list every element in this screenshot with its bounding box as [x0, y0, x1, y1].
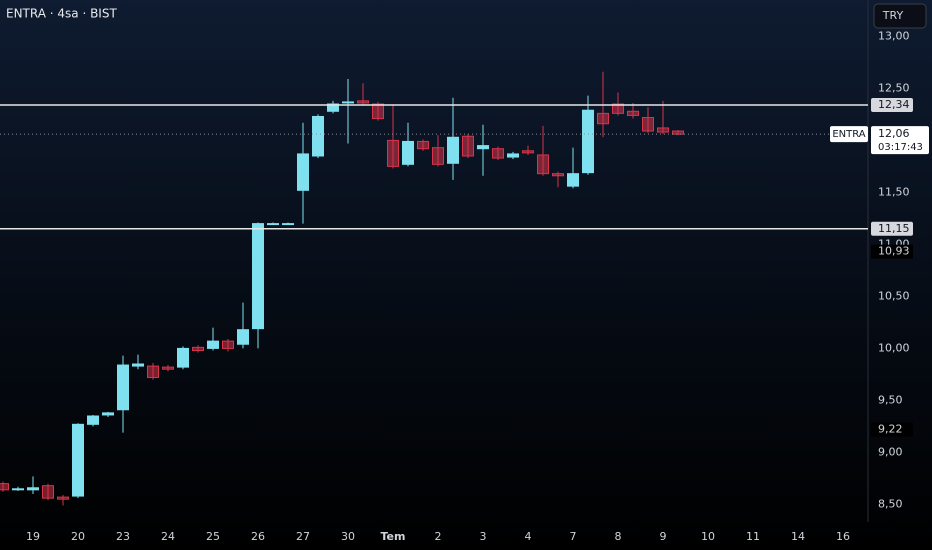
countdown-label: 03:17:43 — [878, 142, 923, 153]
x-tick-label: 27 — [296, 530, 310, 543]
candle-body — [582, 109, 594, 174]
x-tick-label: 23 — [116, 530, 130, 543]
price-label-box — [871, 221, 913, 236]
candle-body — [177, 347, 189, 368]
candle-body — [522, 150, 534, 154]
candle-body — [237, 329, 249, 345]
candle-body — [147, 365, 159, 379]
candle-body — [507, 153, 519, 158]
candle-body — [117, 364, 129, 411]
x-tick-label: 16 — [836, 530, 850, 543]
x-tick-label: 26 — [251, 530, 265, 543]
candle-body — [537, 154, 549, 175]
x-tick-label: 4 — [525, 530, 532, 543]
x-tick-label: 8 — [615, 530, 622, 543]
x-tick-label: 11 — [746, 530, 760, 543]
currency-button[interactable] — [873, 3, 927, 29]
y-tick-label: 11,50 — [878, 185, 910, 198]
price-label: 12,34 — [878, 98, 910, 111]
symbol-label: ENTRA — [832, 129, 865, 140]
candle-body — [552, 173, 564, 177]
candle-body — [72, 423, 84, 497]
y-tick-label: 10,00 — [878, 341, 910, 354]
candle-body — [357, 100, 369, 104]
candle-body — [0, 483, 9, 491]
x-tick-label: 19 — [26, 530, 40, 543]
candle-body — [612, 103, 624, 114]
candle-body — [57, 496, 69, 500]
candle-body — [87, 415, 99, 425]
candle-body — [222, 340, 234, 349]
x-tick-label: 14 — [791, 530, 805, 543]
y-tick-label: 9,50 — [878, 393, 903, 406]
candle-body — [297, 153, 309, 191]
price-mark-label: 9,22 — [878, 423, 903, 436]
candle-body — [432, 147, 444, 165]
candle-body — [327, 103, 339, 112]
price-mark-box — [871, 422, 913, 437]
candle-body — [642, 117, 654, 132]
y-tick-label: 12,50 — [878, 81, 910, 94]
candle-body — [402, 140, 414, 165]
x-tick-label: 24 — [161, 530, 175, 543]
candle-body — [372, 103, 384, 120]
chart-title: ENTRA · 4sa · BIST — [6, 7, 117, 21]
candle-body — [207, 340, 219, 349]
candle-body — [282, 223, 294, 226]
candle-body — [42, 485, 54, 499]
candle-body — [132, 363, 144, 367]
candle-body — [27, 487, 39, 491]
candle-body — [447, 136, 459, 164]
candle-body — [417, 140, 429, 150]
candle-body — [672, 130, 684, 135]
y-tick-label: 10,50 — [878, 289, 910, 302]
x-tick-label: 10 — [701, 530, 715, 543]
last-price-box — [871, 126, 929, 155]
x-tick-label: 2 — [435, 530, 442, 543]
y-tick-label: 9,00 — [878, 445, 903, 458]
price-label-box — [871, 98, 913, 113]
x-tick-label: Tem — [381, 530, 406, 543]
candle-body — [267, 223, 279, 226]
candle-body — [342, 101, 354, 104]
candle-body — [102, 412, 114, 416]
x-tick-label: 20 — [71, 530, 85, 543]
candle-body — [462, 135, 474, 157]
x-tick-label: 3 — [480, 530, 487, 543]
currency-label[interactable]: TRY — [882, 9, 904, 22]
symbol-box — [830, 126, 868, 143]
candle-body — [567, 173, 579, 187]
candle-body — [387, 139, 399, 167]
candle-body — [627, 110, 639, 116]
price-label: 11,15 — [878, 222, 910, 235]
x-tick-label: 7 — [570, 530, 577, 543]
y-tick-label: 8,50 — [878, 497, 903, 510]
x-tick-label: 25 — [206, 530, 220, 543]
x-tick-label: 9 — [660, 530, 667, 543]
candle-body — [252, 223, 264, 330]
candle-body — [492, 148, 504, 159]
candle-body — [312, 115, 324, 157]
last-price-label: 12,06 — [878, 127, 910, 140]
candle-body — [162, 366, 174, 370]
price-mark-label: 10,93 — [878, 245, 910, 258]
candle-body — [657, 127, 669, 133]
candle-body — [192, 346, 204, 351]
candle-body — [477, 145, 489, 150]
y-tick-label: 13,00 — [878, 29, 910, 42]
x-tick-label: 30 — [341, 530, 355, 543]
candle-body — [12, 488, 24, 491]
price-mark-box — [871, 244, 913, 259]
candle-body — [597, 112, 609, 125]
